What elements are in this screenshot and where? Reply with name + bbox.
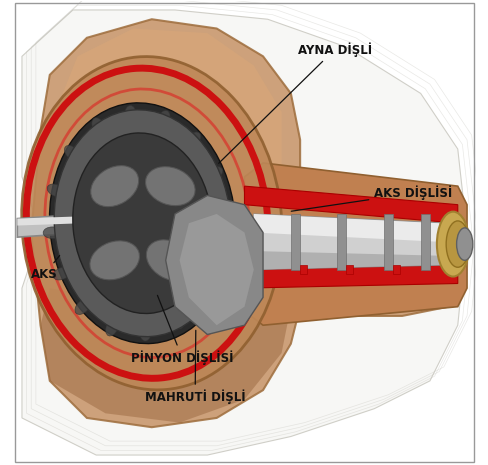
- Ellipse shape: [445, 221, 468, 267]
- Polygon shape: [253, 214, 447, 270]
- Polygon shape: [383, 214, 392, 270]
- Polygon shape: [22, 10, 466, 455]
- Ellipse shape: [73, 133, 212, 313]
- Polygon shape: [337, 214, 346, 270]
- Polygon shape: [392, 265, 399, 274]
- Polygon shape: [300, 265, 306, 274]
- Ellipse shape: [195, 286, 211, 301]
- Polygon shape: [179, 214, 253, 325]
- Ellipse shape: [43, 227, 61, 239]
- Polygon shape: [17, 216, 82, 226]
- Ellipse shape: [90, 241, 139, 280]
- Polygon shape: [253, 251, 438, 270]
- Polygon shape: [31, 19, 462, 427]
- Ellipse shape: [456, 228, 472, 260]
- Polygon shape: [244, 186, 457, 223]
- Ellipse shape: [75, 299, 90, 314]
- Text: PİNYON DİŞLİSİ: PİNYON DİŞLİSİ: [131, 295, 233, 365]
- Ellipse shape: [171, 311, 183, 329]
- Polygon shape: [290, 214, 300, 270]
- Polygon shape: [41, 288, 290, 423]
- Ellipse shape: [124, 106, 136, 124]
- Polygon shape: [17, 214, 87, 237]
- Text: AYNA DİŞLİ: AYNA DİŞLİ: [218, 42, 371, 163]
- Ellipse shape: [105, 318, 118, 336]
- Text: MAHRUTİ DİŞLİ: MAHRUTİ DİŞLİ: [144, 330, 245, 405]
- Ellipse shape: [185, 132, 200, 147]
- Polygon shape: [244, 163, 466, 325]
- Ellipse shape: [91, 166, 139, 206]
- Polygon shape: [244, 265, 457, 288]
- Polygon shape: [165, 195, 263, 334]
- Polygon shape: [50, 28, 281, 186]
- Ellipse shape: [436, 212, 468, 277]
- Ellipse shape: [92, 118, 104, 135]
- Ellipse shape: [210, 250, 228, 262]
- Ellipse shape: [139, 323, 151, 341]
- Ellipse shape: [54, 110, 230, 337]
- Ellipse shape: [145, 166, 195, 206]
- Ellipse shape: [53, 267, 70, 280]
- Ellipse shape: [157, 111, 170, 128]
- Text: AKS: AKS: [31, 256, 60, 281]
- Ellipse shape: [49, 103, 235, 344]
- Ellipse shape: [64, 146, 80, 161]
- Polygon shape: [253, 214, 438, 242]
- Text: AKS DİŞLİSİ: AKS DİŞLİSİ: [291, 186, 451, 211]
- Polygon shape: [346, 265, 353, 274]
- Polygon shape: [420, 214, 429, 270]
- Ellipse shape: [204, 166, 223, 179]
- Ellipse shape: [47, 184, 65, 197]
- Ellipse shape: [75, 202, 94, 244]
- Ellipse shape: [21, 57, 282, 390]
- Ellipse shape: [146, 240, 194, 281]
- Ellipse shape: [214, 208, 232, 219]
